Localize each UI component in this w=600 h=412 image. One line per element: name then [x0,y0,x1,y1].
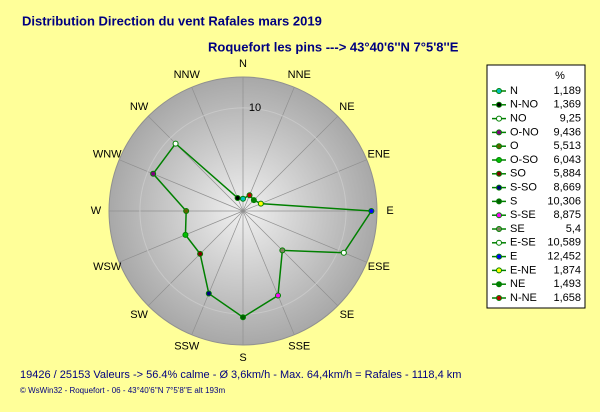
direction-label: N [239,58,247,70]
legend-label: N [510,85,518,97]
legend-value: 1,874 [553,264,581,276]
direction-label: W [91,205,102,217]
spoke [242,210,295,335]
legend-value: 9,436 [553,126,581,138]
data-point [279,247,286,254]
direction-label: NNE [288,69,311,81]
legend-label: NO [510,113,527,125]
legend-marker [496,267,502,274]
direction-label: WNW [93,149,122,161]
spoke [119,210,244,263]
legend-label: E [510,251,517,263]
legend-marker [496,101,502,108]
spoke [242,159,367,212]
legend-value: 5,4 [566,223,581,235]
data-point [182,231,189,238]
legend-marker [496,198,502,205]
legend-value: 1,369 [553,99,581,111]
spoke [191,210,244,335]
spoke [191,87,244,212]
data-point [246,192,253,199]
data-point [340,249,347,256]
data-point [275,292,282,299]
direction-label: ESE [368,261,390,273]
legend-value: 10,589 [547,237,581,249]
data-point [368,208,375,214]
legend-label: SE [510,223,525,235]
legend-value: 1,189 [553,85,581,97]
legend-marker [496,212,502,219]
legend-marker [496,88,502,94]
direction-label: E [386,205,393,217]
spoke [242,87,295,212]
direction-label: SSW [174,341,200,353]
spoke [119,159,244,212]
spoke [242,210,338,306]
direction-label: SSE [288,341,310,353]
spoke [148,116,244,212]
legend-value: 8,875 [553,209,581,221]
legend-marker [496,281,502,288]
legend-marker [496,226,502,232]
legend-value: 5,884 [553,168,581,180]
legend-marker [496,253,502,260]
legend-label: NE [510,278,525,290]
data-point [197,250,204,257]
legend-label: S-SO [510,182,537,194]
legend-marker [496,184,502,191]
legend-unit: % [555,70,565,82]
chart-subtitle: Roquefort les pins ---> 43°40'6''N 7°5'8… [208,39,459,54]
legend-value: 8,669 [553,182,581,194]
legend-value: 1,658 [553,292,581,304]
legend-label: O-SO [510,154,539,166]
footer: 19426 / 25153 Valeurs -> 56.4% calme - Ø… [20,369,461,381]
data-point [150,170,157,177]
r-tick-label: 10 [249,102,261,114]
data-point [205,290,212,297]
legend-marker [496,157,502,163]
legend-label: O-NO [510,126,539,138]
data-point [240,195,246,202]
legend-value: 6,043 [553,154,581,166]
legend-label: N-NO [510,99,539,111]
legend-value: 9,25 [560,113,581,125]
credit: © WsWin32 - Roquefort - 06 - 43°40'6''N … [20,386,225,395]
legend-marker [496,129,502,136]
legend-marker [496,143,502,150]
data-point [257,200,264,207]
legend-value: 1,493 [553,278,581,290]
legend-label: E-NE [510,264,536,276]
data-point [240,314,246,321]
legend-marker [496,239,502,246]
data-point [250,197,257,204]
direction-label: NNW [174,69,201,81]
direction-label: ENE [367,149,390,161]
grid-ring [139,107,347,315]
data-point [234,194,241,201]
legend-label: S [510,195,517,207]
spoke [242,116,338,212]
legend-marker [496,295,502,301]
direction-label: SW [130,309,148,321]
legend-label: S-SE [510,209,536,221]
legend-marker [496,170,502,177]
direction-label: NW [130,101,149,113]
legend-value: 5,513 [553,140,581,152]
chart-title: Distribution Direction du vent Rafales m… [22,13,322,28]
legend-label: E-SE [510,237,536,249]
legend-marker [496,115,502,122]
direction-label: S [239,352,246,364]
legend-label: O [510,140,519,152]
legend-label: SO [510,168,526,180]
data-point [183,208,190,214]
data-point [172,140,179,147]
legend-value: 10,306 [547,195,581,207]
direction-label: WSW [93,261,122,273]
direction-label: NE [339,101,354,113]
legend-label: N-NE [510,292,537,304]
spoke [148,210,244,306]
legend-value: 12,452 [547,251,581,263]
direction-label: SE [340,309,355,321]
